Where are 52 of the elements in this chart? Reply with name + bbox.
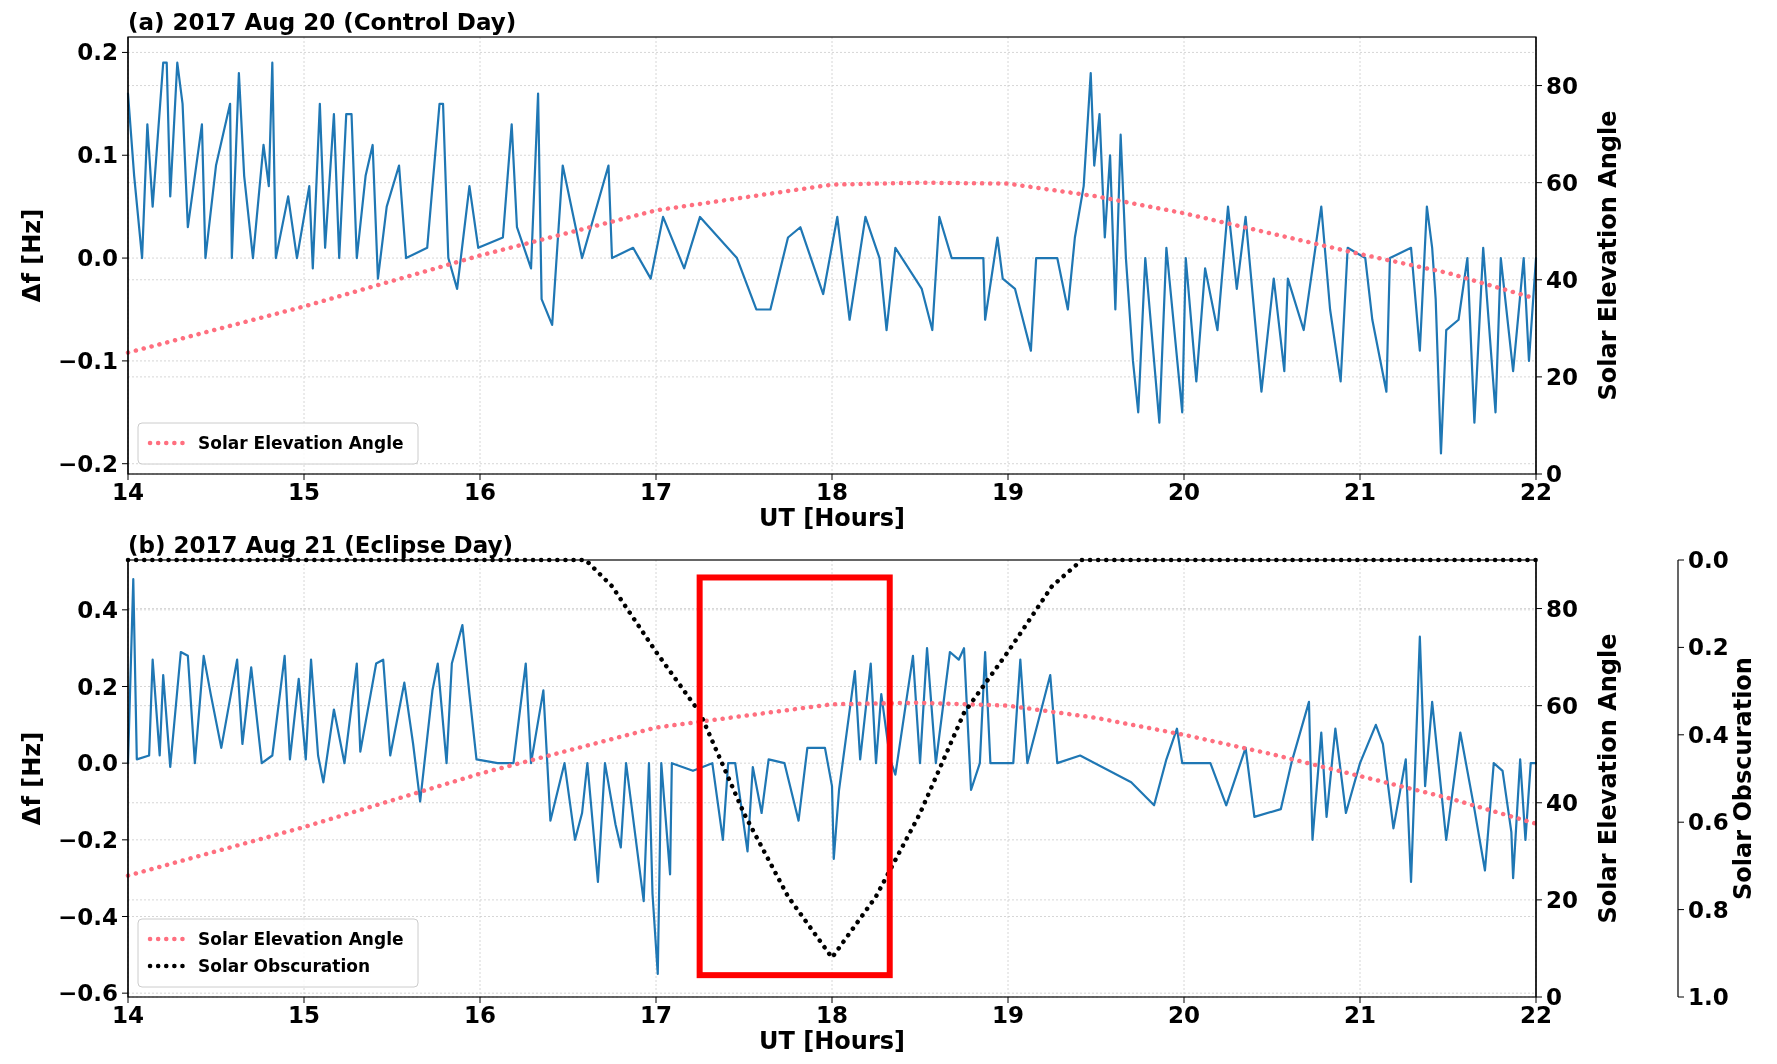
y-tick-label: −0.2 [57, 826, 118, 853]
y-tick-label: 0.0 [77, 750, 118, 777]
line-series [126, 61, 1538, 455]
x-tick-label: 20 [1167, 1002, 1201, 1028]
x-tick-label: 14 [111, 479, 145, 505]
x-tick-label: 17 [639, 479, 673, 505]
y3-tick-label: 0.0 [1688, 547, 1729, 574]
x-tick-label: 16 [463, 479, 497, 505]
y2-tick-label: 60 [1546, 692, 1579, 719]
y-tick-label: −0.2 [57, 450, 118, 477]
y2-tick-label: 40 [1546, 789, 1579, 816]
x-tick-label: 15 [287, 479, 321, 505]
x-axis-title: UT [Hours] [759, 504, 905, 532]
y2-axis-title: Solar Elevation Angle [1594, 110, 1622, 401]
y2-axis-title: Solar Elevation Angle [1594, 633, 1622, 924]
chart-title: (b) 2017 Aug 21 (Eclipse Day) [128, 532, 513, 558]
x-tick-label: 20 [1167, 479, 1201, 505]
y-axis-title: Δf [Hz] [18, 731, 46, 826]
y-tick-label: 0.0 [77, 245, 118, 272]
x-tick-label: 16 [463, 1002, 497, 1028]
y-tick-label: 0.2 [77, 39, 118, 66]
y2-tick-label: 60 [1546, 169, 1579, 196]
legend-label: Solar Obscuration [198, 955, 371, 976]
y-tick-label: 0.1 [77, 142, 118, 169]
y3-axis-title: Solar Obscuration [1729, 657, 1757, 900]
y3-tick-label: 0.6 [1688, 809, 1729, 836]
chart-title: (a) 2017 Aug 20 (Control Day) [128, 9, 517, 35]
y-tick-label: 0.2 [77, 673, 118, 700]
y2-tick-label: 20 [1546, 363, 1579, 390]
y2-tick-label: 20 [1546, 886, 1579, 913]
y3-tick-label: 1.0 [1688, 984, 1729, 1011]
y2-tick-label: 80 [1546, 595, 1579, 622]
x-tick-label: 19 [991, 479, 1025, 505]
legend-label: Solar Elevation Angle [198, 432, 404, 453]
x-tick-label: 17 [639, 1002, 673, 1028]
y2-tick-label: 40 [1546, 266, 1579, 293]
x-tick-label: 18 [815, 479, 849, 505]
x-tick-label: 18 [815, 1002, 849, 1028]
y3-tick-label: 0.2 [1688, 634, 1729, 661]
x-tick-label: 19 [991, 1002, 1025, 1028]
y-tick-label: −0.1 [57, 347, 118, 374]
y-axis-title: Δf [Hz] [18, 208, 46, 303]
y3-tick-label: 0.4 [1688, 721, 1729, 748]
y3-tick-label: 0.8 [1688, 896, 1729, 923]
x-tick-label: 15 [287, 1002, 321, 1028]
y-tick-label: 0.4 [77, 596, 118, 623]
legend-label: Solar Elevation Angle [198, 928, 404, 949]
x-axis-title: UT [Hours] [759, 1027, 905, 1055]
x-tick-label: 21 [1343, 479, 1377, 505]
y-tick-label: −0.4 [57, 903, 118, 930]
x-tick-label: 21 [1343, 1002, 1377, 1028]
y2-tick-label: 80 [1546, 72, 1579, 99]
